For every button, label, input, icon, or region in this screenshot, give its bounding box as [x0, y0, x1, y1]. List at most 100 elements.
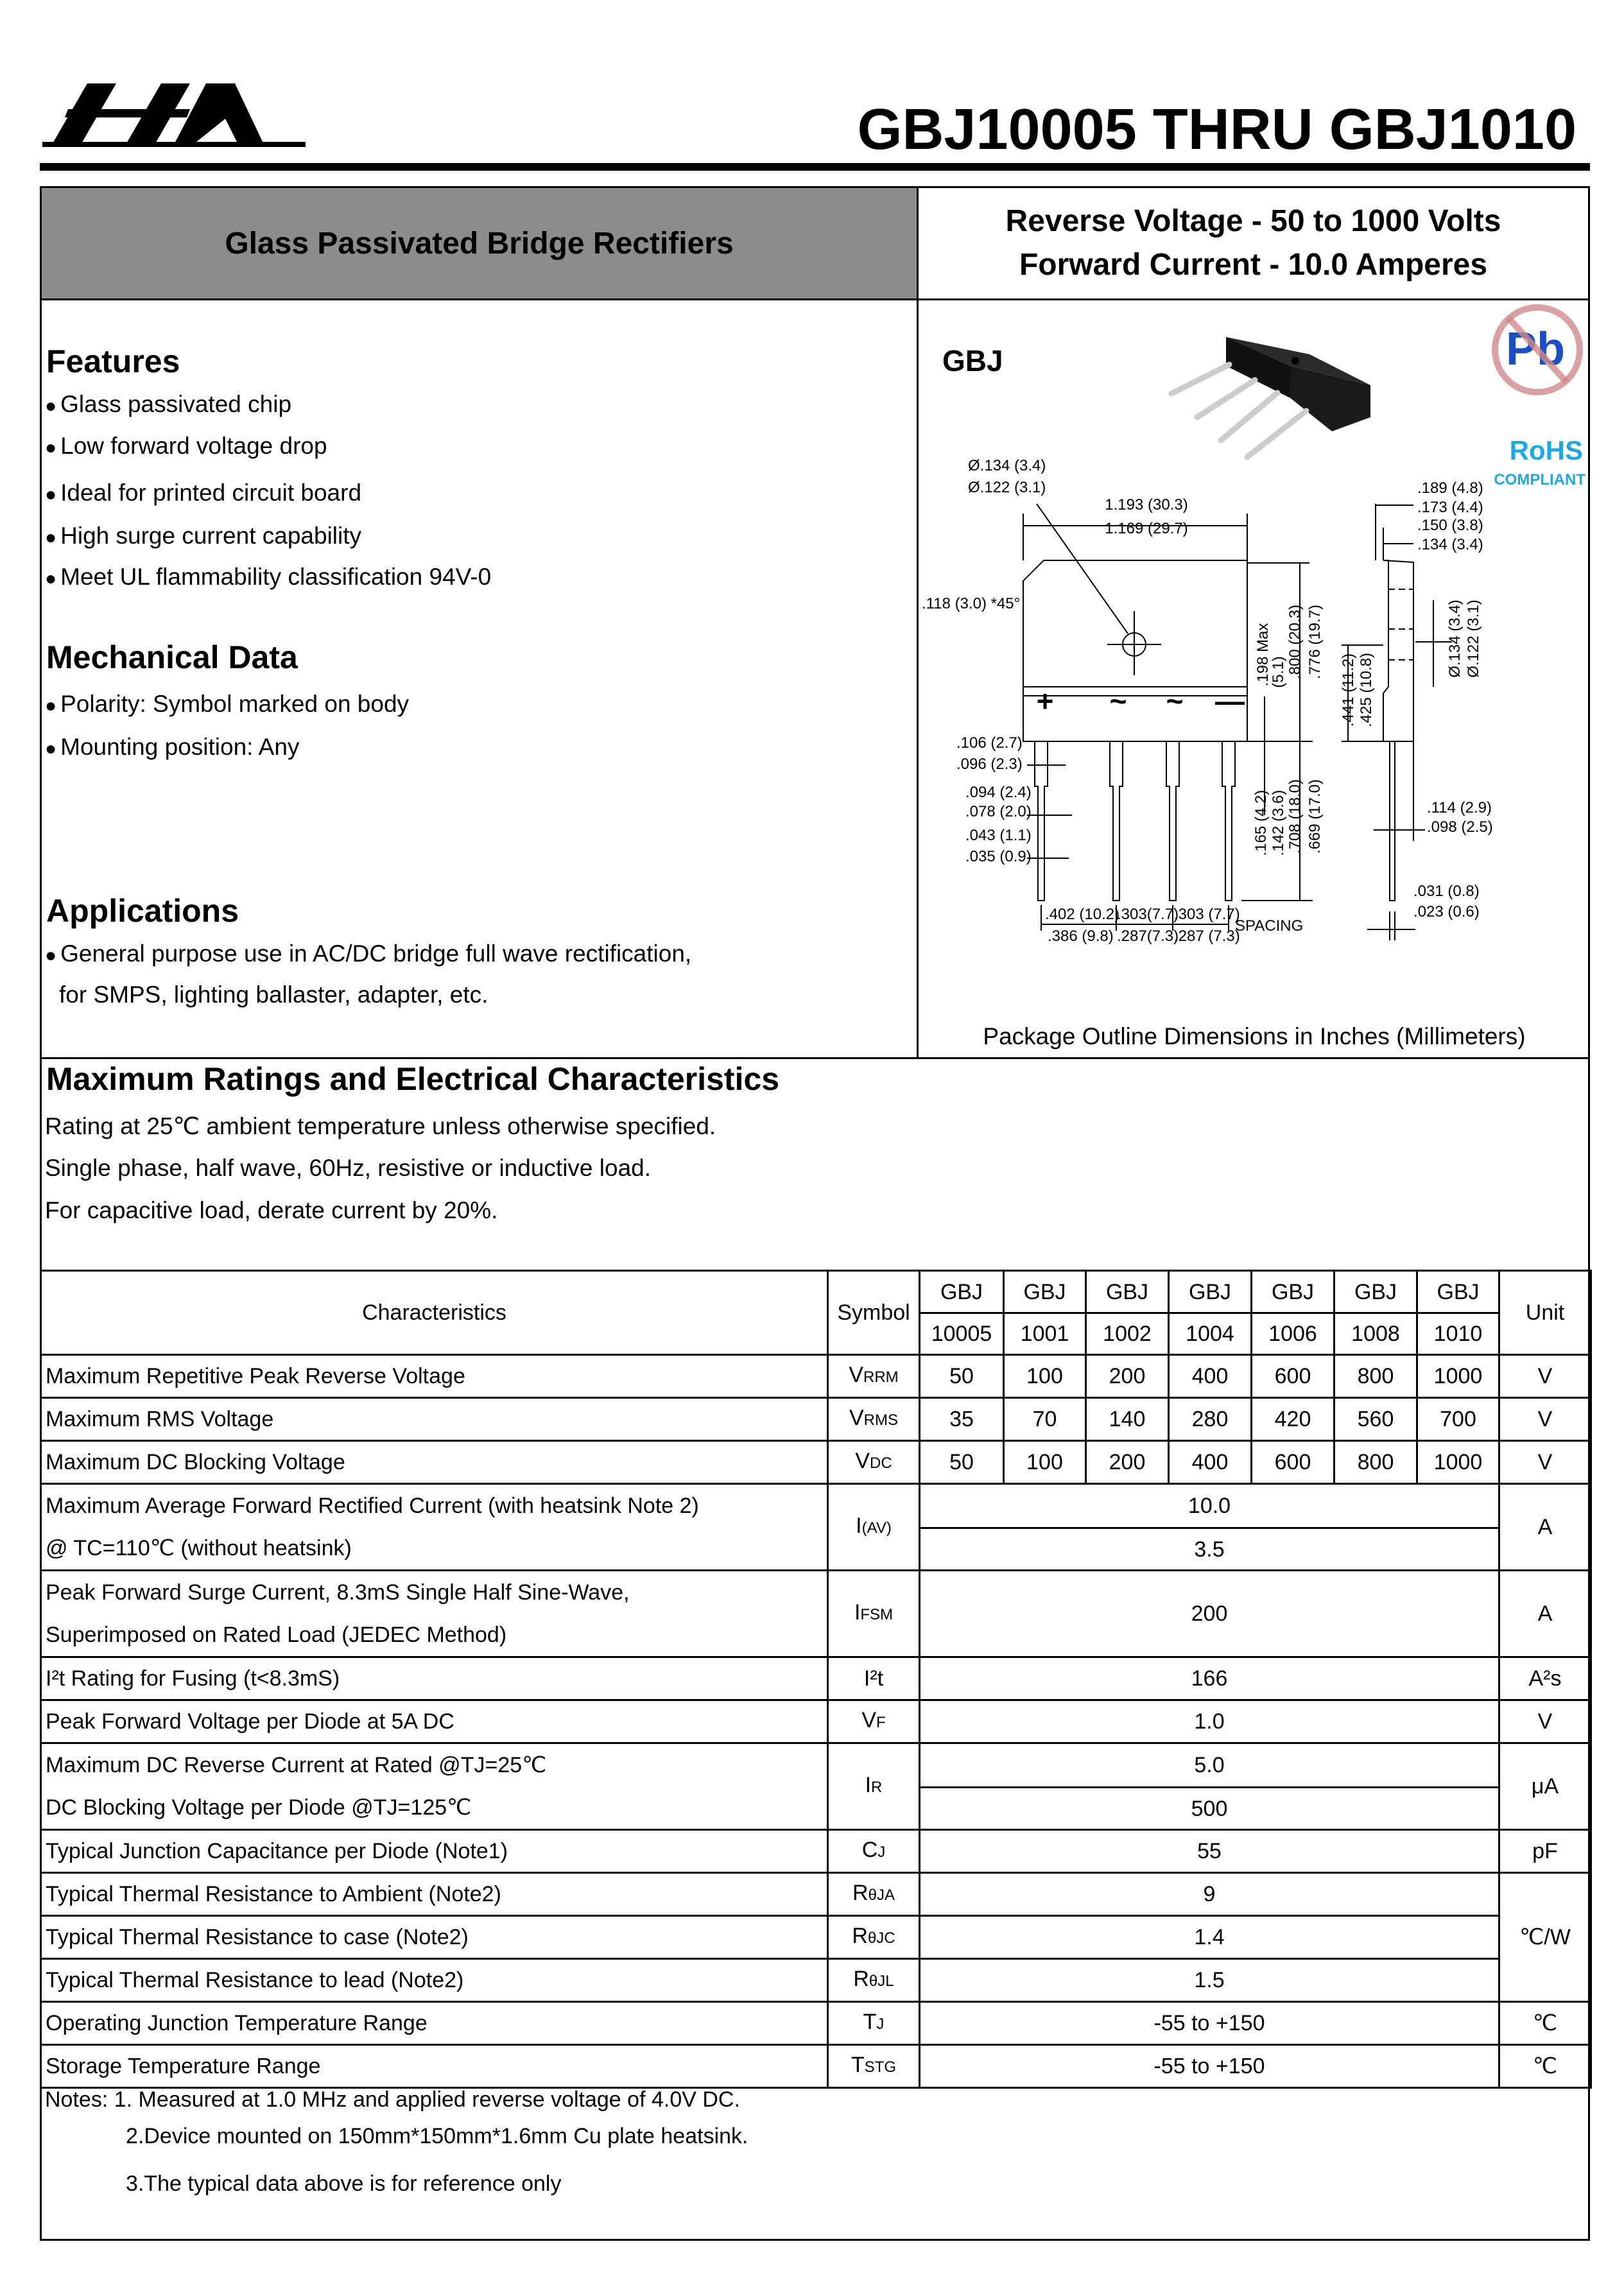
ratings-heading: Maximum Ratings and Electrical Character… [46, 1061, 780, 1097]
symbol-main: I [856, 1514, 862, 1538]
table-row: Operating Junction Temperature Range TJ -5… [40, 2001, 1592, 2046]
value-cell: 600 [1250, 1440, 1335, 1485]
unit-cell: pF [1498, 1829, 1592, 1874]
characteristics-table: Characteristics Symbol GBJ GBJ GBJ GBJ GBJ GBJ G… [40, 1270, 1592, 2089]
unit-cell: V [1498, 1354, 1592, 1399]
rohs-label: RoHS [1510, 435, 1583, 465]
svg-text:Ø.122 (3.1): Ø.122 (3.1) [968, 479, 1046, 496]
value-cell: 3.5 [919, 1527, 1500, 1571]
value-cell: 600 [1250, 1354, 1335, 1399]
symbol-cell: VF [827, 1699, 920, 1744]
symbol-main: V [849, 1363, 864, 1387]
symbol-subscript: θJA [868, 1886, 895, 1904]
symbol-main: R [852, 1924, 868, 1948]
symbol-cell: I²t [827, 1656, 920, 1701]
table-row: 500 [41, 1786, 1591, 1831]
table-row: Characteristics Symbol GBJ GBJ GBJ GBJ GBJ GBJ G… [40, 1270, 1592, 1356]
lead-free-icon: Pb [1492, 304, 1583, 395]
symbol-subscript: F [876, 1714, 886, 1731]
table-row: Peak Forward Voltage per Diode at 5A DC V… [40, 1699, 1592, 1744]
svg-text:.114 (2.9): .114 (2.9) [1427, 799, 1492, 816]
value-cell: 1.5 [919, 1958, 1500, 2003]
header-model: 1010 [1416, 1312, 1500, 1356]
applications-heading: Applications [46, 893, 239, 929]
header-series: GBJ [1085, 1270, 1170, 1314]
characteristic-line: DC Blocking Voltage per Diode @TJ=125℃ [46, 1795, 472, 1820]
characteristic-name: Typical Thermal Resistance to Ambient (N… [40, 1872, 829, 1917]
characteristic-name: Peak Forward Surge Current, 8.3mS Single… [40, 1569, 829, 1658]
feature-item: Meet UL flammability classification 94V-… [45, 558, 491, 598]
unit-cell: A [1498, 1483, 1592, 1571]
value-cell: 50 [919, 1440, 1005, 1485]
unit-cell: ℃ [1498, 2001, 1592, 2046]
svg-text:.198 Max: .198 Max [1254, 623, 1272, 687]
value-cell: 35 [919, 1397, 1005, 1442]
value-cell: 200 [1085, 1354, 1170, 1399]
svg-text:Ø.134 (3.4): Ø.134 (3.4) [1446, 600, 1464, 677]
value-cell: 5.0 [919, 1741, 1500, 1789]
characteristic-line: Peak Forward Voltage per Diode at 5A DC [46, 1709, 454, 1734]
component-photo [1168, 337, 1370, 460]
characteristic-line: @ TC=110℃ (without heatsink) [46, 1536, 352, 1560]
characteristic-name: I²t Rating for Fusing (t<8.3mS) [40, 1656, 829, 1701]
value-cell: 100 [1003, 1440, 1087, 1485]
value-cell: 1000 [1416, 1440, 1500, 1485]
header-unit: Unit [1498, 1270, 1592, 1356]
svg-text:.441 (11.2): .441 (11.2) [1340, 653, 1357, 727]
characteristic-name: Operating Junction Temperature Range [40, 2001, 829, 2046]
unit-cell: A [1498, 1569, 1592, 1658]
pin-polarity-marks: + ~ ~ — [1037, 684, 1245, 718]
feature-item: High surge current capability [45, 517, 361, 557]
symbol-subscript: R [871, 1779, 883, 1796]
value-cell: 9 [919, 1872, 1500, 1917]
svg-text:~: ~ [1110, 684, 1127, 718]
divider [917, 298, 919, 1058]
ratings-condition: Single phase, half wave, 60Hz, resistive… [45, 1155, 652, 1181]
package-name: GBJ [942, 344, 1003, 377]
value-cell: -55 to +150 [919, 2001, 1500, 2046]
unit-cell: V [1498, 1440, 1592, 1485]
characteristic-line: Maximum RMS Voltage [46, 1407, 274, 1431]
characteristic-name: Maximum RMS Voltage [40, 1397, 829, 1442]
header-model: 1006 [1250, 1312, 1335, 1356]
symbol-cell: I(AV) [827, 1483, 920, 1571]
characteristic-line: Typical Thermal Resistance to lead (Note… [46, 1968, 464, 1992]
features-heading: Features [46, 343, 180, 379]
note: 2.Device mounted on 150mm*150mm*1.6mm Cu… [126, 2124, 748, 2148]
characteristic-name: Typical Thermal Resistance to lead (Note… [40, 1958, 829, 2003]
svg-text:.106 (2.7): .106 (2.7) [956, 734, 1023, 752]
svg-text:.402 (10.2): .402 (10.2) [1045, 906, 1119, 923]
table-row: Typical Junction Capacitance per Diode (… [40, 1829, 1592, 1874]
header-model: 10005 [919, 1312, 1005, 1356]
value-cell: 200 [919, 1569, 1500, 1658]
page-title: GBJ10005 THRU GBJ1010 [857, 98, 1576, 162]
characteristic-name: Typical Thermal Resistance to case (Note… [40, 1915, 829, 1960]
table-row: Maximum Repetitive Peak Reverse Voltage V… [40, 1354, 1592, 1399]
svg-text:.708 (18.0): .708 (18.0) [1286, 779, 1304, 854]
divider [40, 1057, 1590, 1059]
company-logo [42, 83, 306, 147]
svg-text:.669 (17.0): .669 (17.0) [1306, 779, 1324, 854]
value-cell: 1.4 [919, 1915, 1500, 1960]
characteristic-name: Maximum DC Reverse Current at Rated @TJ=… [40, 1742, 829, 1831]
characteristic-name: Maximum Average Forward Rectified Curren… [40, 1483, 829, 1571]
svg-text:.094 (2.4): .094 (2.4) [965, 784, 1032, 801]
svg-text:.078 (2.0): .078 (2.0) [965, 803, 1032, 820]
symbol-main: I [865, 1773, 872, 1797]
svg-text:1.193 (30.3): 1.193 (30.3) [1105, 496, 1188, 514]
application-item-continuation: for SMPS, lighting ballaster, adapter, e… [59, 981, 488, 1008]
svg-text:.303 (7.7): .303 (7.7) [1174, 906, 1240, 923]
rohs-compliant-label: COMPLIANT [1494, 471, 1585, 488]
value-cell: 10.0 [919, 1482, 1500, 1530]
symbol-subscript: RMS [863, 1411, 899, 1429]
symbol-cell: VRRM [827, 1354, 920, 1399]
mechanical-heading: Mechanical Data [46, 639, 298, 675]
symbol-main: I [854, 1600, 861, 1625]
feature-item: Ideal for printed circuit board [45, 474, 361, 514]
table-row: Maximum Average Forward Rectified Curren… [40, 1482, 1592, 1571]
table-row: Typical Thermal Resistance to lead (Note… [40, 1958, 1591, 2003]
characteristic-name: Maximum DC Blocking Voltage [40, 1440, 829, 1485]
characteristic-line: Maximum DC Blocking Voltage [46, 1450, 345, 1474]
symbol-cell: RθJA [827, 1872, 920, 1917]
header-series: GBJ [1250, 1270, 1335, 1314]
